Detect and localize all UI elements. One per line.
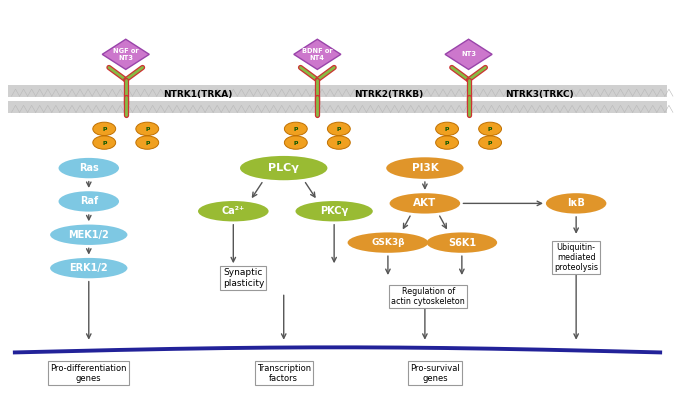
Text: Ca²⁺: Ca²⁺ xyxy=(221,206,245,216)
Ellipse shape xyxy=(546,193,606,214)
Polygon shape xyxy=(294,39,341,70)
Text: Raf: Raf xyxy=(80,196,98,207)
Circle shape xyxy=(284,122,307,135)
Text: MEK1/2: MEK1/2 xyxy=(68,230,109,240)
Text: p: p xyxy=(488,126,492,132)
Ellipse shape xyxy=(386,157,464,179)
Text: Synaptic
plasticity: Synaptic plasticity xyxy=(223,268,264,288)
Text: PLCγ: PLCγ xyxy=(268,163,299,173)
Circle shape xyxy=(479,122,502,135)
Text: p: p xyxy=(337,126,341,132)
Text: BDNF or
NT4: BDNF or NT4 xyxy=(302,48,333,61)
Bar xyxy=(8,85,667,97)
Circle shape xyxy=(327,122,350,135)
Circle shape xyxy=(136,136,159,149)
Text: NT3: NT3 xyxy=(461,51,476,57)
Text: p: p xyxy=(145,140,149,145)
Ellipse shape xyxy=(348,232,428,253)
Text: p: p xyxy=(102,140,107,145)
Text: Ras: Ras xyxy=(79,163,99,173)
Text: IκB: IκB xyxy=(567,198,585,209)
Ellipse shape xyxy=(389,193,460,214)
Ellipse shape xyxy=(59,158,119,178)
Circle shape xyxy=(92,136,115,149)
Text: p: p xyxy=(145,126,149,132)
Circle shape xyxy=(327,136,350,149)
Circle shape xyxy=(435,122,458,135)
Circle shape xyxy=(92,122,115,135)
Text: Pro-differentiation
genes: Pro-differentiation genes xyxy=(51,363,127,383)
Circle shape xyxy=(479,136,502,149)
Text: Transcription
factors: Transcription factors xyxy=(256,363,310,383)
Ellipse shape xyxy=(50,258,128,278)
Circle shape xyxy=(435,136,458,149)
Circle shape xyxy=(136,122,159,135)
Polygon shape xyxy=(102,39,149,70)
Text: PI3K: PI3K xyxy=(412,163,438,173)
Text: p: p xyxy=(445,126,450,132)
Text: GSK3β: GSK3β xyxy=(371,238,405,247)
Text: NTRK3(TRKC): NTRK3(TRKC) xyxy=(506,90,574,99)
Polygon shape xyxy=(445,39,492,70)
Text: Ubiquitin-
mediated
proteolysis: Ubiquitin- mediated proteolysis xyxy=(554,243,598,273)
Text: p: p xyxy=(294,126,298,132)
Text: Pro-survival
genes: Pro-survival genes xyxy=(410,363,460,383)
Text: p: p xyxy=(337,140,341,145)
Text: AKT: AKT xyxy=(413,198,437,209)
Text: NGF or
NT3: NGF or NT3 xyxy=(113,48,138,61)
Text: NTRK1(TRKA): NTRK1(TRKA) xyxy=(163,90,232,99)
Ellipse shape xyxy=(50,225,128,245)
Text: ERK1/2: ERK1/2 xyxy=(70,263,108,273)
Ellipse shape xyxy=(427,232,497,253)
Text: S6K1: S6K1 xyxy=(448,238,476,248)
Text: p: p xyxy=(102,126,107,132)
Text: NTRK2(TRKB): NTRK2(TRKB) xyxy=(354,90,423,99)
Ellipse shape xyxy=(240,156,327,180)
Text: p: p xyxy=(488,140,492,145)
Ellipse shape xyxy=(59,191,119,212)
Text: p: p xyxy=(294,140,298,145)
Circle shape xyxy=(284,136,307,149)
Text: PKCγ: PKCγ xyxy=(320,206,348,216)
Ellipse shape xyxy=(296,201,373,222)
Bar xyxy=(8,102,667,113)
Text: p: p xyxy=(445,140,450,145)
Ellipse shape xyxy=(198,201,269,222)
Text: Regulation of
actin cytoskeleton: Regulation of actin cytoskeleton xyxy=(392,287,465,307)
